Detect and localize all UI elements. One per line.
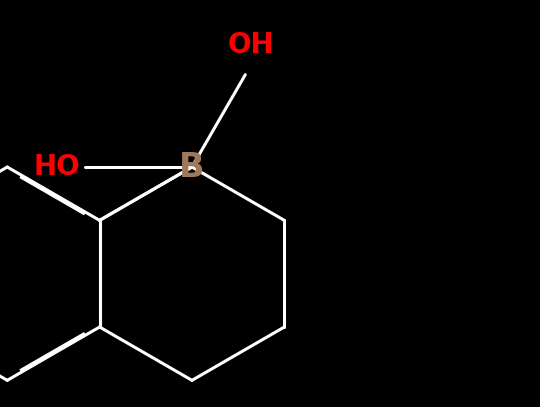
- Text: HO: HO: [33, 153, 80, 181]
- Text: B: B: [179, 151, 205, 184]
- Text: OH: OH: [227, 31, 274, 59]
